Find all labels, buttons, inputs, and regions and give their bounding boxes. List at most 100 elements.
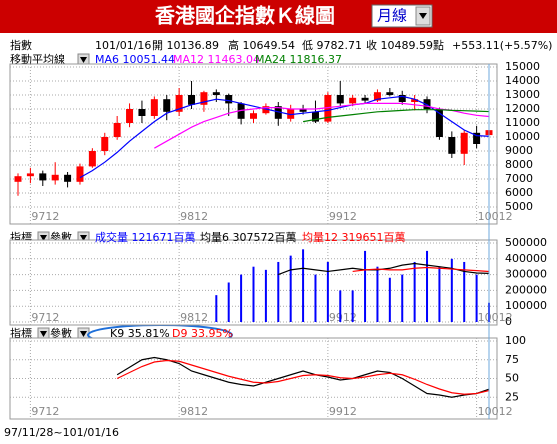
y-tick-label: 500000 <box>505 236 547 249</box>
bar <box>413 261 416 322</box>
y-tick-label: 7000 <box>505 172 533 185</box>
bar <box>264 269 267 322</box>
candle-body <box>435 109 443 137</box>
bar <box>376 266 379 322</box>
bar <box>339 290 342 322</box>
info: 101/01/16 <box>95 39 151 52</box>
footer: 97/11/28~101/01/16 <box>4 426 119 439</box>
candle-body <box>386 92 394 95</box>
candle-body <box>225 95 233 104</box>
legend-entry: 均量6 307572百萬 <box>200 231 297 244</box>
x-tick-label: 9812 <box>180 210 208 223</box>
y-tick-label: 10000 <box>505 130 540 143</box>
candle-body <box>88 151 96 167</box>
candle-body <box>473 132 481 144</box>
candle-body <box>14 176 22 182</box>
candle-body <box>336 95 344 104</box>
bar <box>401 274 404 322</box>
bar <box>314 274 317 322</box>
bar <box>438 266 441 322</box>
y-tick-label: 25 <box>505 390 519 403</box>
line-series <box>79 95 490 179</box>
y-tick-label: 14000 <box>505 74 540 87</box>
candle-body <box>287 109 295 119</box>
bar <box>475 274 478 322</box>
y-tick-label: 11000 <box>505 116 540 129</box>
period-value[interactable]: 月線 <box>377 7 407 25</box>
line-series <box>116 356 490 398</box>
candle-body <box>188 95 196 105</box>
bar <box>215 295 218 322</box>
candle-body <box>349 97 357 104</box>
candle-body <box>237 103 245 119</box>
line-series <box>154 102 490 149</box>
candle-body <box>163 99 171 112</box>
legend-entry: 均量12 319651百萬 <box>302 231 406 244</box>
y-tick-label: 200000 <box>505 283 547 296</box>
y-tick-label: 12000 <box>505 102 540 115</box>
candle-body <box>311 111 319 122</box>
candle-body <box>250 113 257 119</box>
candle-body <box>423 99 431 109</box>
legend-entry: D9 33.95% <box>172 327 233 340</box>
candle-body <box>175 95 183 112</box>
legend-entry: MA24 11816.37 <box>255 53 342 66</box>
bar <box>388 277 391 322</box>
dropdown-arrow <box>419 13 427 19</box>
y-tick-label: 400000 <box>505 252 547 265</box>
x-tick-label: 10012 <box>478 210 513 223</box>
x-tick-label: 9712 <box>31 311 59 324</box>
params-label: 參數 <box>50 326 72 340</box>
y-tick-label: 0 <box>505 315 512 328</box>
candle-body <box>126 109 134 123</box>
y-tick-label: 9000 <box>505 144 533 157</box>
bar <box>302 249 305 322</box>
ma-dropdown[interactable] <box>77 53 90 66</box>
candle-body <box>64 174 72 182</box>
candle-body <box>274 106 282 119</box>
legend-entry: MA6 10051.44 <box>95 53 175 66</box>
ma-label: 移動平均線 <box>10 52 65 66</box>
legend-entry: K9 35.81% <box>110 327 170 340</box>
candle-body <box>411 99 419 102</box>
candle-body <box>51 174 59 181</box>
line-series <box>302 109 490 123</box>
x-tick-label: 9812 <box>180 405 208 418</box>
line-series <box>116 359 490 395</box>
legend-entry: MA12 11463.04 <box>173 53 260 66</box>
bar <box>463 261 466 322</box>
bar <box>351 290 354 322</box>
y-tick-label: 13000 <box>505 88 540 101</box>
x-tick-label: 9712 <box>31 210 59 223</box>
info: 低 9782.71 <box>302 39 362 52</box>
params-dropdown[interactable] <box>77 327 90 340</box>
indicator-dropdown[interactable] <box>37 327 50 340</box>
bar <box>240 274 243 322</box>
candle-body <box>373 92 381 101</box>
y-tick-label: 75 <box>505 353 519 366</box>
y-tick-label: 100000 <box>505 299 547 312</box>
candle-body <box>460 132 468 154</box>
x-tick-label: 9912 <box>329 405 357 418</box>
y-tick-label: 50 <box>505 372 519 385</box>
candle-body <box>138 109 146 116</box>
info: 指數 <box>10 38 32 52</box>
bar <box>364 250 367 322</box>
candle-body <box>361 97 369 101</box>
x-tick-label: 9712 <box>31 405 59 418</box>
bar <box>277 261 280 322</box>
plot-frame <box>9 63 498 225</box>
indicator-label: 指標 <box>10 326 32 340</box>
y-tick-label: 15000 <box>505 60 540 73</box>
candle-body <box>113 123 121 137</box>
x-tick-label: 9912 <box>329 210 357 223</box>
bar <box>252 266 255 322</box>
info: 收 10489.59點 <box>366 38 444 52</box>
info: 開 10136.89 <box>152 39 219 52</box>
x-tick-label: 9812 <box>180 311 208 324</box>
y-tick-label: 8000 <box>505 158 533 171</box>
title: 香港國企指數Ｋ線圖 <box>155 4 335 28</box>
candle-body <box>39 173 47 181</box>
bar <box>289 255 292 322</box>
